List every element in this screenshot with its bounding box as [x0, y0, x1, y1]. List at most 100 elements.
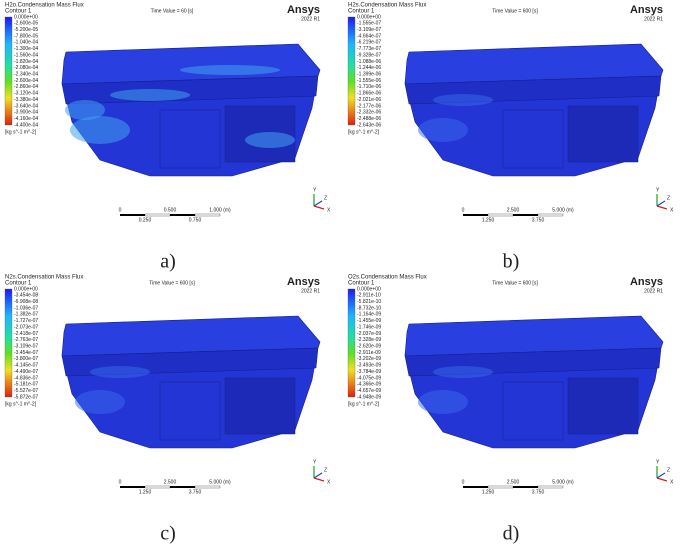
- legend-label: -1.040e-04: [14, 40, 38, 46]
- legend-label: -3.784e-09: [357, 369, 381, 375]
- scale-label: 1.000 (m): [209, 207, 231, 213]
- legend-label: -6.908e-08: [14, 299, 38, 305]
- contour-name: Contour 1: [5, 9, 32, 15]
- legend-label: -6.219e-07: [357, 40, 381, 46]
- model-panel: [224, 377, 296, 435]
- scale-bar: [513, 214, 538, 216]
- legend-label: -3.900e-04: [14, 110, 38, 116]
- legend-label: -2.763e-07: [14, 337, 38, 343]
- variable-title: H2o.Condensation Mass Flux: [5, 3, 84, 9]
- scale-label: 2.500: [164, 479, 177, 485]
- scale-label: 1.250: [482, 217, 495, 223]
- axis-x: [656, 477, 668, 482]
- brand: Ansys: [630, 4, 663, 16]
- contour-name: Contour 1: [348, 281, 375, 287]
- scale-bar: [120, 214, 145, 216]
- model-panel: [159, 109, 221, 169]
- panel-label: c): [160, 523, 176, 545]
- axis-label: X: [670, 479, 674, 485]
- axis-label: Z: [667, 467, 670, 473]
- legend-label: -4.160e-04: [14, 116, 38, 122]
- time-value: Time Value = 600 [s]: [492, 280, 538, 286]
- legend-label: -1.382e-07: [14, 312, 38, 318]
- legend-label: -1.300e-04: [14, 46, 38, 52]
- legend-label: -5.527e-07: [14, 388, 38, 394]
- scale-label: 2.500: [507, 207, 520, 213]
- scale-bar: [487, 485, 514, 489]
- legend-label: -4.657e-09: [357, 388, 381, 394]
- scale-label: 0: [462, 207, 465, 213]
- scale-bar: [463, 214, 488, 216]
- scale-label: 0: [462, 479, 465, 485]
- axis-label: Z: [324, 467, 327, 473]
- scale-bar: [513, 486, 538, 488]
- brand: Ansys: [287, 276, 320, 288]
- legend-label: -3.202e-09: [357, 356, 381, 362]
- axis-label: X: [327, 207, 331, 213]
- flux-patch: [180, 65, 280, 75]
- scale-label: 0.750: [189, 217, 202, 223]
- scale-bar: [537, 213, 564, 217]
- legend-label: 0.000e+00: [14, 286, 38, 292]
- time-value: Time Value = 600 [s]: [149, 280, 195, 286]
- scale-bar: [537, 485, 564, 489]
- flux-patch: [433, 366, 493, 378]
- legend-label: -2.418e-07: [14, 331, 38, 337]
- legend-label: -3.109e-07: [357, 27, 381, 33]
- legend-label: -5.872e-07: [14, 394, 38, 400]
- legend-label: 0.000e+00: [14, 14, 38, 20]
- scale-bar: [194, 485, 221, 489]
- legend-label: -5.821e-10: [357, 299, 381, 305]
- legend-bar: [4, 288, 13, 398]
- unit: [kg s^-1 m^-2]: [348, 129, 380, 135]
- scale-label: 5.000 (m): [552, 207, 574, 213]
- legend-label: -1.710e-06: [357, 84, 381, 90]
- legend-label: -2.488e-06: [357, 116, 381, 122]
- legend-bar: [347, 288, 356, 398]
- scale-label: 1.250: [139, 489, 152, 495]
- scale-label: 0.250: [139, 217, 152, 223]
- legend-label: -4.836e-07: [14, 375, 38, 381]
- scale-bar: [170, 486, 195, 488]
- legend-label: -2.328e-09: [357, 337, 381, 343]
- axis-label: X: [670, 207, 674, 213]
- axis-x: [313, 477, 325, 482]
- variable-title: N2s.Condensation Mass Flux: [5, 275, 83, 281]
- contour-name: Contour 1: [5, 281, 32, 287]
- legend-label: -2.177e-06: [357, 103, 381, 109]
- axis-z: [313, 200, 323, 207]
- legend-label: -1.244e-06: [357, 65, 381, 71]
- scale-label: 0.500: [164, 207, 177, 213]
- legend-label: -2.911e-10: [357, 293, 381, 299]
- scale-label: 0: [119, 479, 122, 485]
- legend-label: -2.620e-09: [357, 344, 381, 350]
- flux-patch: [70, 116, 130, 144]
- axis-label: Y: [313, 459, 317, 465]
- legend-label: -2.860e-04: [14, 84, 38, 90]
- legend-label: -2.021e-06: [357, 97, 381, 103]
- version: 2022 R1: [301, 288, 320, 294]
- legend-label: -1.164e-09: [357, 312, 381, 318]
- legend-label: -7.773e-07: [357, 46, 381, 52]
- version: 2022 R1: [644, 288, 663, 294]
- legend-label: -1.036e-07: [14, 305, 38, 311]
- legend-label: -1.727e-07: [14, 318, 38, 324]
- legend-label: -4.075e-09: [357, 375, 381, 381]
- scale-label: 3.750: [532, 217, 545, 223]
- legend-label: -1.820e-04: [14, 59, 38, 65]
- legend-label: -4.948e-09: [357, 394, 381, 400]
- axis-label: Y: [656, 459, 660, 465]
- flux-patch: [433, 94, 493, 106]
- scale-bar: [144, 213, 171, 217]
- flux-patch: [90, 366, 150, 378]
- legend-label: -1.455e-09: [357, 318, 381, 324]
- legend-label: -9.328e-07: [357, 52, 381, 58]
- legend-label: -3.120e-04: [14, 91, 38, 97]
- legend-label: -5.181e-07: [14, 382, 38, 388]
- scale-bar: [144, 485, 171, 489]
- legend-label: -3.380e-04: [14, 97, 38, 103]
- legend-label: -8.732e-10: [357, 305, 381, 311]
